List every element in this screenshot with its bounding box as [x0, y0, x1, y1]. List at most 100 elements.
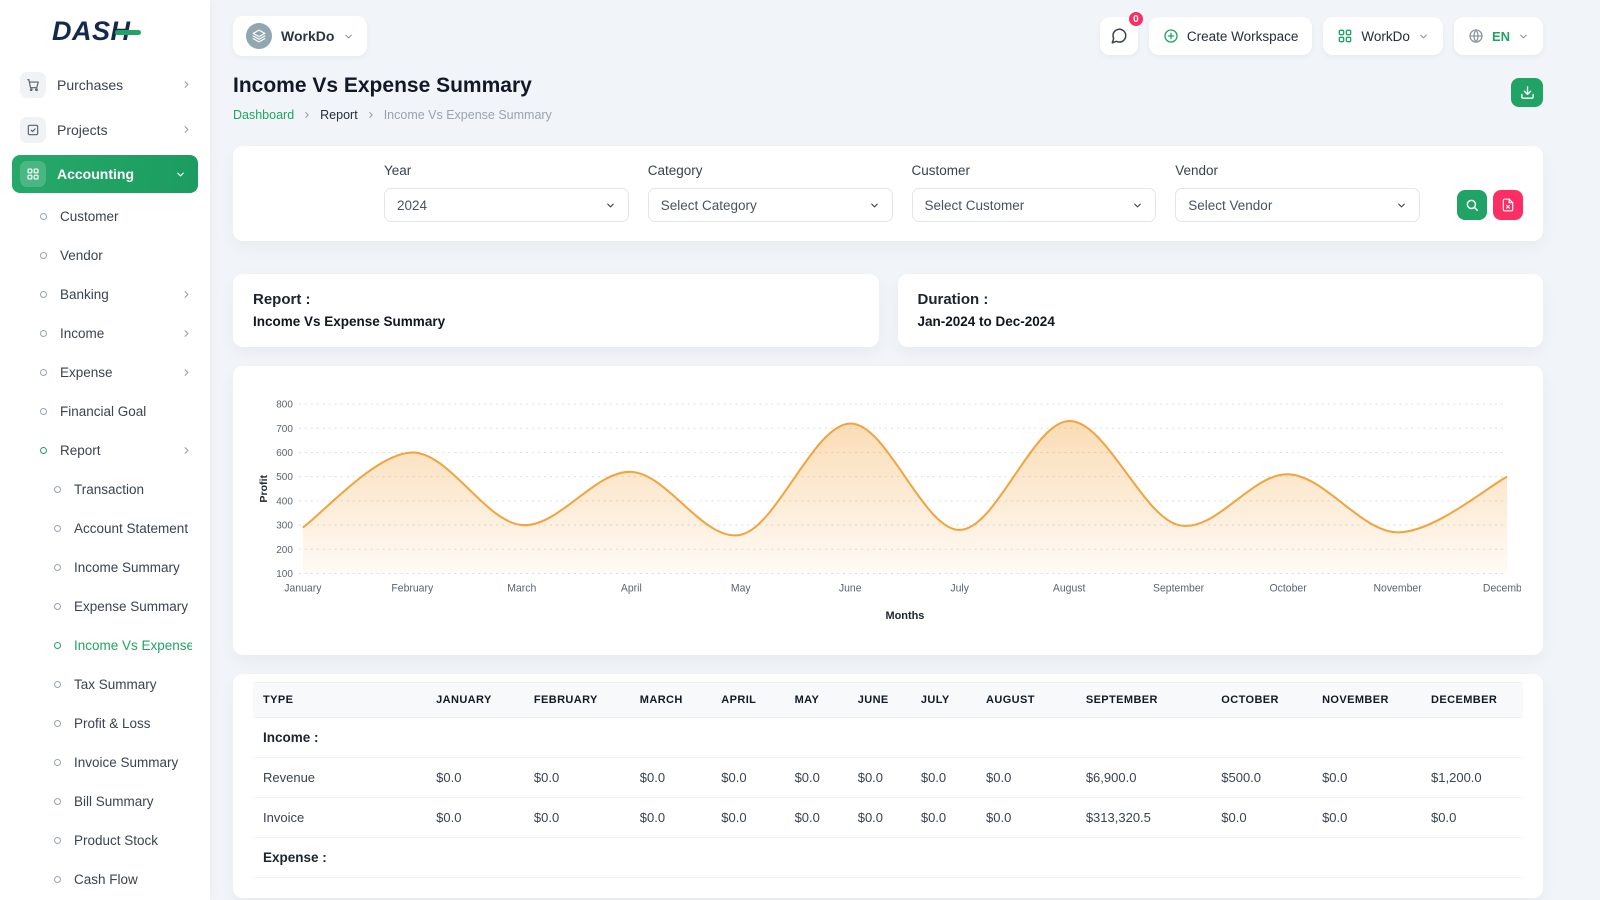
duration-value: Jan-2024 to Dec-2024 — [918, 314, 1524, 329]
circle-icon — [40, 252, 47, 259]
workdo-menu-button[interactable]: WorkDo — [1323, 17, 1443, 55]
year-select[interactable]: 2024 — [384, 188, 629, 222]
value-cell: $0.0 — [711, 758, 784, 798]
vendor-select[interactable]: Select Vendor — [1175, 188, 1420, 222]
sidebar-item-accounting[interactable]: Accounting — [12, 155, 198, 193]
sidebar-item-income[interactable]: Income — [0, 314, 210, 353]
vendor-filter: Vendor Select Vendor — [1175, 163, 1420, 222]
svg-text:800: 800 — [276, 400, 293, 411]
download-button[interactable] — [1511, 78, 1543, 107]
svg-text:January: January — [284, 583, 322, 595]
value-cell: $0.0 — [976, 758, 1076, 798]
sidebar-item-label: Projects — [57, 122, 170, 138]
sidebar-item-label: Expense Summary — [74, 599, 192, 614]
sidebar-item-income-summary[interactable]: Income Summary — [0, 548, 210, 587]
svg-text:March: March — [507, 583, 536, 595]
reset-button[interactable] — [1493, 190, 1523, 220]
sidebar-item-label: Vendor — [60, 248, 192, 263]
svg-text:August: August — [1053, 583, 1086, 595]
workspace-switcher[interactable]: WorkDo — [233, 16, 367, 56]
profit-chart: 100200300400500600700800ProfitJanuaryFeb… — [255, 392, 1521, 642]
plus-circle-icon — [1163, 28, 1179, 44]
sidebar-item-cash-flow[interactable]: Cash Flow — [0, 860, 210, 899]
report-label: Report : — [253, 291, 859, 308]
sidebar-item-expense[interactable]: Expense — [0, 353, 210, 392]
svg-text:July: July — [950, 583, 969, 595]
grid-small-icon — [1337, 28, 1353, 44]
create-workspace-button[interactable]: Create Workspace — [1149, 17, 1313, 55]
breadcrumb-report[interactable]: Report — [320, 108, 358, 122]
circle-icon — [40, 447, 47, 454]
chevron-right-icon — [181, 445, 192, 456]
customer-select[interactable]: Select Customer — [912, 188, 1157, 222]
report-info-card: Report : Income Vs Expense Summary — [233, 274, 879, 347]
value-cell: $0.0 — [785, 758, 848, 798]
value-cell: $0.0 — [848, 758, 911, 798]
sidebar-item-label: Income — [60, 326, 168, 341]
sidebar-item-purchases[interactable]: Purchases — [0, 62, 210, 107]
breadcrumb-dashboard[interactable]: Dashboard — [233, 108, 294, 122]
chevron-right-icon — [302, 110, 312, 120]
svg-text:500: 500 — [276, 472, 293, 483]
circle-icon — [40, 291, 47, 298]
page-head: Income Vs Expense Summary Dashboard Repo… — [233, 74, 1543, 122]
sidebar-item-projects[interactable]: Projects — [0, 107, 210, 152]
report-value: Income Vs Expense Summary — [253, 314, 859, 329]
svg-text:October: October — [1270, 583, 1308, 595]
sidebar-item-account-statement[interactable]: Account Statement — [0, 509, 210, 548]
category-select[interactable]: Select Category — [648, 188, 893, 222]
svg-text:December: December — [1483, 583, 1521, 595]
clipboard-check-icon — [20, 117, 46, 143]
table-header: APRIL — [711, 683, 784, 718]
sidebar-item-label: Transaction — [74, 482, 192, 497]
sidebar-item-tax-summary[interactable]: Tax Summary — [0, 665, 210, 704]
row-type-cell: Revenue — [253, 758, 426, 798]
page-title: Income Vs Expense Summary — [233, 74, 552, 98]
table-header: TYPE — [253, 683, 426, 718]
chevron-right-icon — [366, 110, 376, 120]
sidebar-item-vendor[interactable]: Vendor — [0, 236, 210, 275]
customer-value: Select Customer — [925, 198, 1025, 213]
circle-icon — [40, 213, 47, 220]
sidebar-item-income-vs-expense[interactable]: Income Vs Expense — [0, 626, 210, 665]
value-cell: $0.0 — [630, 798, 711, 838]
svg-text:200: 200 — [276, 545, 293, 556]
value-cell: $0.0 — [711, 798, 784, 838]
circle-icon — [40, 330, 47, 337]
layers-icon — [246, 23, 272, 49]
globe-icon — [1468, 28, 1484, 44]
sidebar-item-profit-loss[interactable]: Profit & Loss — [0, 704, 210, 743]
sidebar-item-label: Purchases — [57, 77, 170, 93]
sidebar-item-customer[interactable]: Customer — [0, 197, 210, 236]
summary-cards: Report : Income Vs Expense Summary Durat… — [233, 274, 1543, 347]
svg-text:June: June — [839, 583, 862, 595]
value-cell: $0.0 — [785, 798, 848, 838]
sidebar-item-invoice-summary[interactable]: Invoice Summary — [0, 743, 210, 782]
chat-badge: 0 — [1127, 10, 1145, 28]
chevron-right-icon — [181, 124, 192, 135]
svg-text:Months: Months — [885, 610, 924, 622]
value-cell: $1,200.0 — [1421, 758, 1523, 798]
messages-button[interactable]: 0 — [1100, 17, 1138, 55]
chevron-down-icon — [869, 200, 880, 211]
sidebar-item-banking[interactable]: Banking — [0, 275, 210, 314]
circle-icon — [54, 876, 61, 883]
table-header: SEPTEMBER — [1076, 683, 1211, 718]
sidebar-item-bill-summary[interactable]: Bill Summary — [0, 782, 210, 821]
sidebar-item-report[interactable]: Report — [0, 431, 210, 470]
sidebar-item-transaction[interactable]: Transaction — [0, 470, 210, 509]
app-logo[interactable]: DASH — [0, 0, 210, 62]
sidebar-item-financial-goal[interactable]: Financial Goal — [0, 392, 210, 431]
language-selector[interactable]: EN — [1454, 17, 1543, 55]
category-label: Category — [648, 163, 893, 178]
table-section-row: Expense : — [253, 838, 1523, 878]
cart-icon — [20, 72, 46, 98]
svg-text:300: 300 — [276, 521, 293, 532]
sidebar-item-product-stock[interactable]: Product Stock — [0, 821, 210, 860]
svg-text:April: April — [621, 583, 642, 595]
circle-icon — [40, 408, 47, 415]
sidebar-item-expense-summary[interactable]: Expense Summary — [0, 587, 210, 626]
search-button[interactable] — [1457, 190, 1487, 220]
chevron-down-icon — [343, 31, 354, 42]
sidebar-item-label: Financial Goal — [60, 404, 192, 419]
